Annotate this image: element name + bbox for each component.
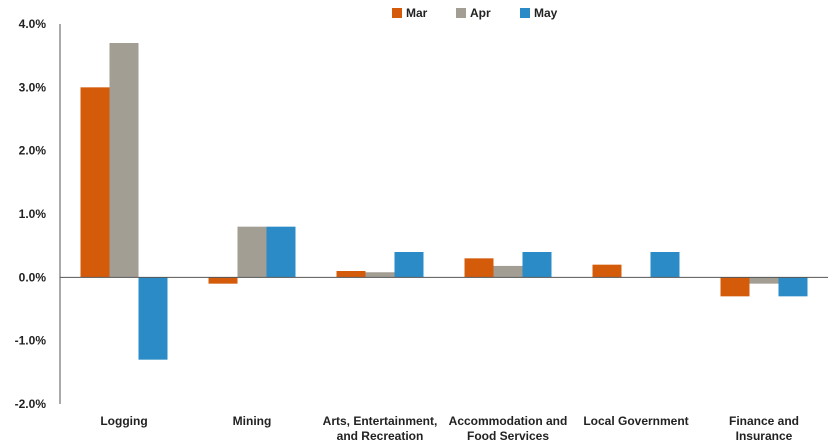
bar-apr [109, 43, 139, 278]
bar-mar [592, 264, 622, 278]
bars [80, 43, 808, 360]
bar-mar [208, 277, 238, 284]
bar-may [778, 277, 808, 297]
y-tick-label: 1.0% [19, 207, 47, 221]
bar-may [138, 277, 168, 360]
legend-swatch-apr [456, 8, 466, 18]
y-tick-label: 3.0% [19, 80, 47, 94]
legend: Mar Apr May [392, 6, 558, 20]
bar-apr [365, 272, 395, 278]
bar-may [266, 226, 296, 278]
bar-may [650, 252, 680, 278]
y-tick-label: -2.0% [15, 397, 47, 411]
category-label: Mining [233, 414, 272, 428]
bar-apr [237, 226, 267, 278]
category-label: and Recreation [337, 429, 424, 443]
y-tick-label: -1.0% [15, 334, 47, 348]
bar-mar [336, 271, 366, 278]
category-label: Arts, Entertainment, [323, 414, 438, 428]
category-label: Finance and [729, 414, 799, 428]
y-tick-label: 2.0% [19, 144, 47, 158]
y-tick-label: 4.0% [19, 17, 47, 31]
category-label: Accommodation and [449, 414, 568, 428]
bar-may [394, 252, 424, 278]
y-axis: -2.0% -1.0% 0.0% 1.0% 2.0% 3.0% 4.0% [15, 17, 61, 411]
legend-label-apr: Apr [470, 6, 491, 20]
legend-label-may: May [534, 6, 558, 20]
legend-label-mar: Mar [406, 6, 428, 20]
category-label: Local Government [583, 414, 688, 428]
legend-swatch-mar [392, 8, 402, 18]
legend-swatch-may [520, 8, 530, 18]
bar-apr [749, 277, 779, 284]
category-label: Food Services [467, 429, 549, 443]
y-tick-label: 0.0% [19, 270, 47, 284]
category-label: Logging [100, 414, 147, 428]
category-labels: Logging Mining Arts, Entertainment,and Rec… [100, 414, 799, 443]
category-label: Insurance [736, 429, 793, 443]
bar-mar [464, 258, 494, 278]
bar-may [522, 252, 552, 278]
bar-apr [493, 265, 523, 278]
bar-mar [80, 87, 110, 278]
bar-mar [720, 277, 750, 297]
